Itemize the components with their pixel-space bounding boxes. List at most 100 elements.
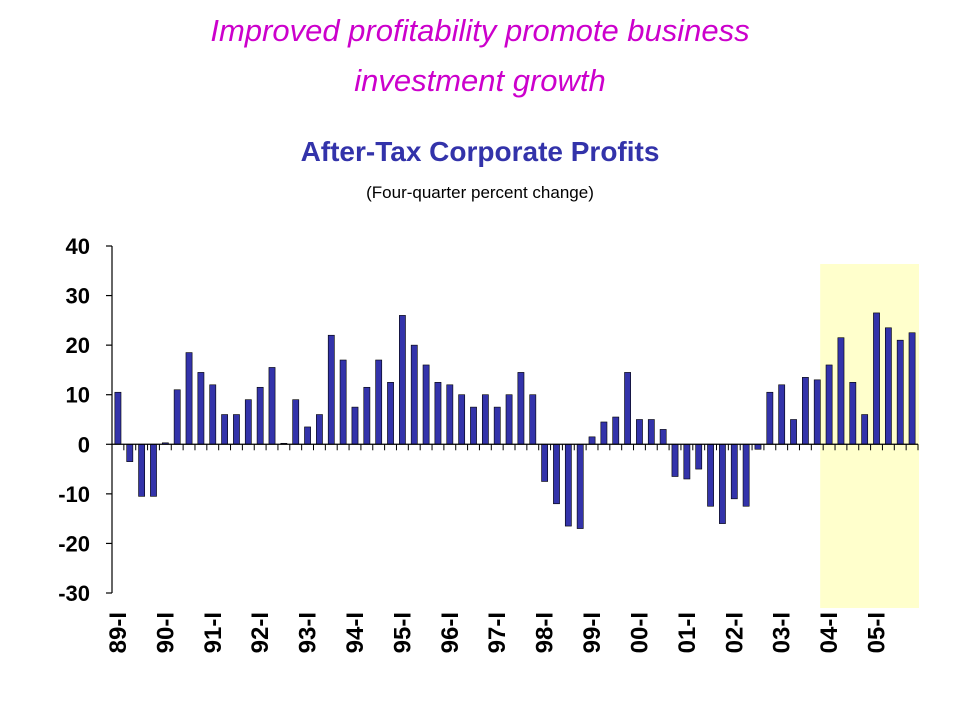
- chart-subtitle: (Four-quarter percent change): [366, 183, 594, 202]
- x-tick-label: 96-I: [437, 612, 464, 653]
- bar-02-I: [730, 443, 738, 500]
- x-tick-label: 95-I: [389, 612, 416, 653]
- bar-01-II: [695, 443, 703, 470]
- bar-05-II: [884, 327, 892, 445]
- bar-90-II: [173, 389, 181, 445]
- x-tick-label: 98-I: [532, 612, 559, 653]
- bar-92-II: [268, 367, 276, 445]
- bar-90-IV: [197, 372, 205, 445]
- bar-96-IV: [481, 394, 489, 445]
- bar-93-III: [327, 334, 335, 445]
- chart-title: After-Tax Corporate Profits: [300, 136, 660, 167]
- bar-96-I: [446, 384, 454, 445]
- x-tick-label: 92-I: [247, 612, 274, 653]
- bar-91-II: [221, 414, 228, 445]
- bar-04-I: [825, 364, 833, 445]
- headline-line-2: investment growth: [354, 63, 606, 98]
- bar-98-II: [553, 443, 560, 505]
- bar-97-II: [505, 394, 513, 445]
- bar-93-II: [316, 414, 323, 445]
- highlight-region: [820, 264, 919, 608]
- bar-93-IV: [339, 359, 347, 445]
- bar-03-III: [802, 377, 809, 445]
- bar-98-I: [541, 443, 549, 482]
- bar-90-III: [185, 352, 193, 445]
- bar-89-I: [114, 391, 122, 445]
- x-tick-label: 03-I: [769, 612, 796, 653]
- labels-layer: -30 -20 -10 0 10 20 30 40 89-I 90-I 91-I 92-I 93-I 94…: [58, 234, 890, 653]
- bar-97-I: [493, 406, 501, 445]
- bar-94-III: [375, 359, 383, 445]
- bar-03-I: [778, 384, 786, 445]
- y-tick-label: 40: [66, 234, 90, 259]
- bar-99-IV: [624, 372, 631, 445]
- bar-00-II: [647, 419, 655, 445]
- bar-05-I: [873, 312, 880, 445]
- bar-94-II: [363, 386, 371, 445]
- bar-97-III: [517, 372, 525, 445]
- bar-89-II: [126, 443, 134, 462]
- x-tick-label: 94-I: [342, 612, 369, 653]
- bar-95-I: [399, 315, 406, 445]
- x-tick-label: 89-I: [105, 612, 132, 653]
- bar-98-IV: [576, 443, 584, 529]
- x-tick-label: 99-I: [579, 612, 606, 653]
- bar-99-II: [600, 421, 608, 445]
- headline-line-1: Improved profitability promote business: [210, 13, 750, 48]
- bar-92-IV: [292, 399, 300, 445]
- bar-02-III: [754, 443, 762, 450]
- y-tick-label: 30: [66, 284, 90, 309]
- bar-02-II: [742, 443, 750, 507]
- x-tick-label: 00-I: [627, 612, 654, 653]
- bar-89-IV: [150, 443, 157, 497]
- x-tick-label: 02-I: [721, 612, 748, 653]
- axes-layer: [106, 245, 919, 594]
- bar-04-IV: [861, 414, 869, 445]
- y-tick-label: 10: [66, 383, 90, 408]
- x-tick-label: 97-I: [484, 612, 511, 653]
- x-tick-label: 05-I: [864, 612, 891, 653]
- bar-99-I: [588, 436, 596, 445]
- bar-94-IV: [387, 382, 394, 445]
- bar-95-II: [410, 344, 418, 445]
- bar-01-IV: [719, 443, 726, 524]
- bar-97-IV: [529, 394, 537, 445]
- bar-91-IV: [244, 399, 252, 445]
- bar-96-II: [458, 394, 466, 445]
- bar-93-I: [304, 426, 311, 445]
- bar-02-IV: [766, 391, 774, 445]
- x-tick-label: 90-I: [152, 612, 179, 653]
- y-tick-label: 20: [66, 333, 90, 358]
- highlight-layer: [820, 264, 919, 608]
- bar-91-III: [233, 414, 240, 445]
- bar-04-III: [849, 382, 857, 445]
- x-tick-label: 93-I: [295, 612, 322, 653]
- bar-03-II: [790, 419, 797, 445]
- y-tick-label: -20: [58, 531, 90, 556]
- x-tick-label: 91-I: [200, 612, 227, 653]
- y-tick-label: -10: [58, 482, 90, 507]
- bar-04-II: [837, 337, 845, 445]
- x-tick-label: 01-I: [674, 612, 701, 653]
- bar-92-I: [256, 386, 264, 445]
- bar-00-III: [659, 429, 667, 445]
- bar-89-III: [138, 443, 146, 497]
- bars-layer: [114, 312, 916, 529]
- bar-01-I: [683, 443, 691, 480]
- bar-95-IV: [434, 382, 442, 445]
- bar-00-I: [636, 419, 643, 445]
- bar-95-III: [422, 364, 430, 445]
- bar-05-IV: [908, 332, 916, 445]
- y-tick-label: 0: [78, 432, 90, 457]
- bar-01-III: [707, 443, 714, 507]
- bar-96-III: [470, 406, 477, 445]
- x-tick-label: 04-I: [816, 612, 843, 653]
- bar-98-III: [564, 443, 572, 527]
- bar-99-III: [612, 416, 620, 445]
- bar-94-I: [351, 406, 359, 445]
- bar-00-IV: [671, 443, 679, 477]
- bar-91-I: [209, 384, 217, 445]
- y-tick-label: -30: [58, 581, 90, 606]
- bar-05-III: [896, 339, 904, 445]
